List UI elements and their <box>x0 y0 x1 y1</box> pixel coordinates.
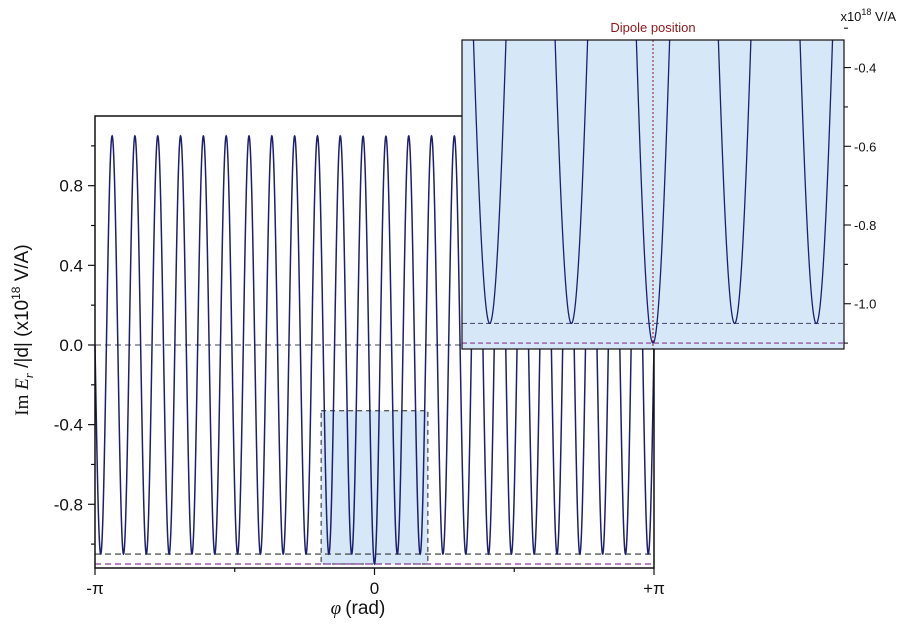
inset-y-tick-label: -0.8 <box>854 218 876 233</box>
inset-y-tick-label: -0.4 <box>854 61 876 76</box>
y-axis-exponent: 18 <box>9 286 23 300</box>
x-axis-symbol: φ <box>331 598 342 619</box>
y-tick-label: 0.0 <box>59 336 83 355</box>
y-axis-subscript: r <box>21 372 36 378</box>
highlight-region <box>320 410 429 565</box>
y-tick-label: -0.8 <box>54 495 83 514</box>
y-axis-unit: V/A) <box>12 244 33 286</box>
main-series-line <box>94 134 655 566</box>
inset-unit-suffix: V/A <box>871 9 896 24</box>
inset-plot: -0.4 -0.6 -0.8 -1.0 Dipole position x1018 V… <box>461 7 896 350</box>
inset-background <box>462 40 844 349</box>
inset-plot-frame <box>461 39 845 350</box>
inset-unit-label: x1018 V/A <box>840 7 896 24</box>
inset-unit-exponent: 18 <box>861 7 871 17</box>
x-axis-label: φ (rad) <box>331 598 386 619</box>
y-tick-label: 0.4 <box>59 256 83 275</box>
y-tick-label: -0.4 <box>54 416 83 435</box>
y-axis-symbol: E <box>12 378 33 391</box>
y-axis-mid: /|d| (x10 <box>12 300 33 373</box>
x-tick-label: -π <box>86 579 103 598</box>
main-plot: 0.8 0.4 0.0 -0.4 -0.8 -π 0 +π φ (rad) Im Er /|d… <box>9 115 665 619</box>
y-axis-prefix: Im <box>12 390 33 416</box>
inset-unit-prefix: x10 <box>840 9 861 24</box>
inset-series-line <box>472 40 834 344</box>
inset-y-tick-label: -1.0 <box>854 297 876 312</box>
inset-y-tick-label: -0.6 <box>854 139 876 154</box>
x-tick-label: +π <box>643 579 665 598</box>
y-tick-label: 0.8 <box>59 177 83 196</box>
dipole-position-annotation: Dipole position <box>610 20 695 35</box>
x-axis-unit: (rad) <box>345 598 385 619</box>
y-axis-label: Im Er /|d| (x1018 V/A) <box>9 244 36 415</box>
x-tick-label: 0 <box>370 579 379 598</box>
